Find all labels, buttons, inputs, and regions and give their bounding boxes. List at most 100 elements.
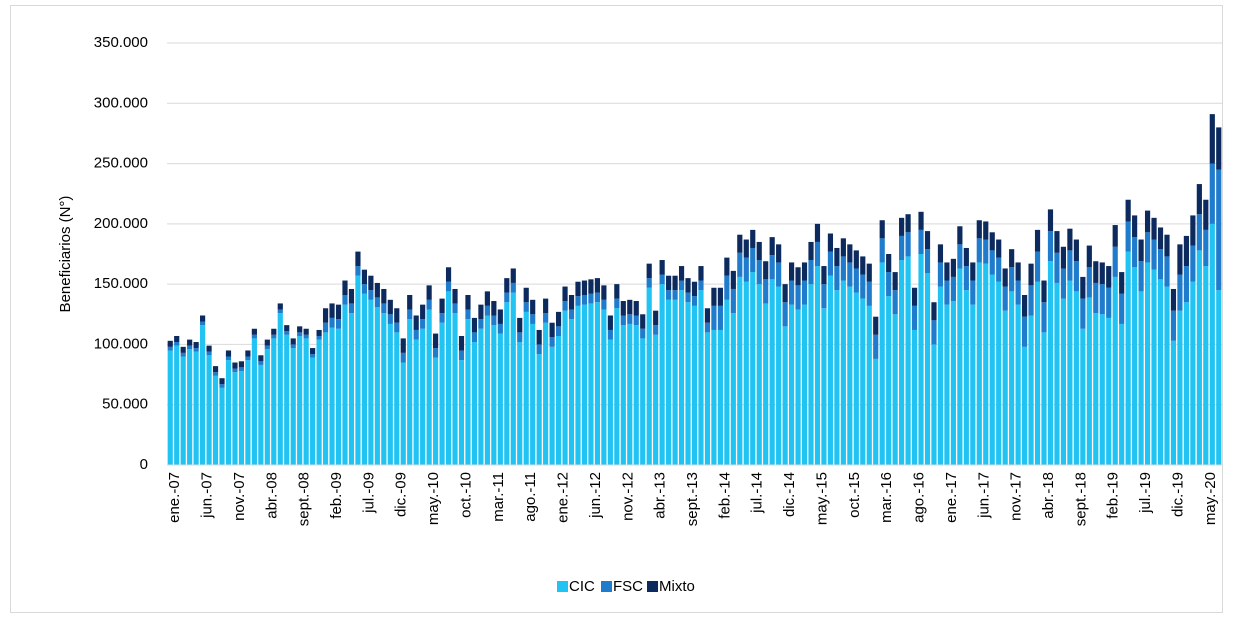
bar-segment [426,309,432,465]
bar-segment [342,280,348,295]
bar-segment [458,350,465,361]
bar-segment [200,325,206,465]
bar-segment [504,278,510,293]
bar-segment [879,220,885,239]
bar-segment [290,344,296,349]
bar-segment [1054,252,1060,283]
bar-segment [614,308,620,465]
bar-segment [225,360,232,465]
bar-segment [1177,310,1183,465]
bar-segment [238,361,245,368]
bar-segment [640,314,646,329]
bar-segment [640,338,646,465]
bar-segment [905,256,911,465]
bar-segment [1151,239,1157,270]
bar-segment [284,331,290,335]
bar-segment [1093,261,1099,283]
x-tick-label: feb.-19 [1105,472,1122,519]
bar-segment [853,250,859,269]
bar-segment [711,287,717,306]
bar-segment [653,334,659,465]
bar-segment [400,362,406,465]
bar-segment [737,276,743,465]
bar-segment [795,285,801,310]
x-tick-label: ene.-17 [943,472,960,523]
bar-segment [1216,290,1222,465]
bar-segment [568,309,575,320]
bar-segment [1009,291,1015,465]
bar-segment [530,314,536,324]
bar-segment [1054,231,1060,253]
bar-segment [251,338,257,465]
bar-segment [627,314,633,324]
bar-segment [1203,229,1209,267]
x-tick-label: dic.-19 [1169,472,1186,517]
bar-segment [484,305,490,316]
bar-segment [277,303,283,310]
bar-segment [860,274,866,299]
x-tick-label: nov.-12 [619,472,636,521]
bar-segment [834,266,840,291]
bar-segment [963,290,969,465]
bar-segment [316,339,322,465]
bar-segment [245,350,251,357]
bar-segment [523,302,529,312]
x-tick-label: dic.-09 [393,472,410,517]
bar-segment [653,325,659,335]
legend-label: FSC [613,578,643,595]
bar-segment [873,358,879,465]
bar-segment [225,350,232,357]
bar-segment [1196,250,1202,465]
bar-segment [1028,285,1034,316]
bar-segment [504,292,510,303]
bar-segment [957,268,963,465]
bar-segment [536,329,542,345]
bar-segment [840,238,846,257]
x-tick-label: jul.-14 [749,472,766,514]
bar-segment [1190,281,1196,465]
bar-segment [187,349,193,465]
bar-segment [769,279,775,465]
bar-segment [1151,269,1157,465]
bar-segment [659,284,665,465]
x-tick-label: jun.-07 [199,472,216,519]
bar-segment [588,279,594,294]
bar-segment [1216,127,1222,170]
bar-segment [368,290,374,300]
bar-segment [400,338,406,353]
bar-segment [840,280,846,465]
bar-segment [1002,286,1008,311]
bar-segment [776,262,782,287]
bar-segment [1209,163,1215,224]
bar-segment [420,328,426,465]
bar-segment [1138,261,1144,292]
bar-segment [581,280,588,295]
bar-segment [368,299,374,465]
bar-segment [724,257,730,276]
bar-segment [316,329,322,336]
bar-segment [1073,261,1079,292]
bar-segment [788,304,795,465]
bar-segment [1125,221,1131,252]
bar-segment [310,357,316,465]
bar-segment [271,334,277,339]
bar-segment [853,292,859,465]
bar-segment [258,361,264,365]
bar-segment [756,260,762,285]
x-tick-label: jun.-12 [587,472,604,519]
bar-segment [698,280,704,291]
bar-segment [795,309,801,465]
bar-segment [258,364,264,465]
bar-segment [691,305,698,465]
bar-segment [996,257,1002,282]
bar-segment [808,284,814,465]
bar-segment [769,255,775,280]
bar-segment [329,327,335,465]
x-tick-label: abr.-18 [1040,472,1057,519]
bar-segment [1138,291,1144,465]
bar-segment [536,344,542,355]
bar-segment [310,354,316,358]
bar-segment [1157,249,1164,280]
bar-segment [672,290,678,300]
bar-segment [1015,262,1021,281]
